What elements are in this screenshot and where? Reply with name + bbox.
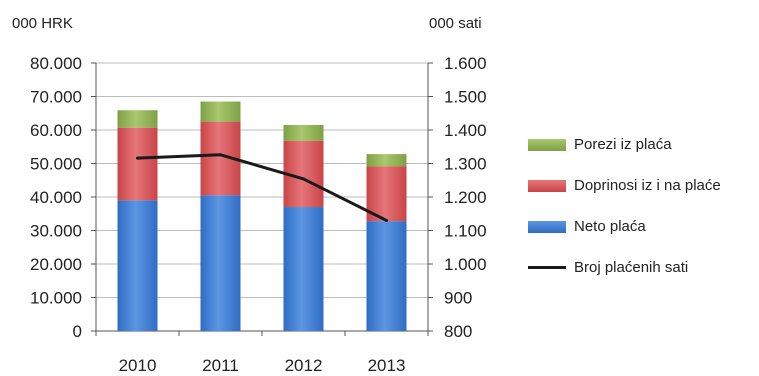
line-broj-placenih-sati	[137, 153, 388, 222]
legend-swatch-porezi	[528, 138, 566, 151]
bar-2010-doprinosi-iz-i-na-pla-e	[117, 127, 158, 201]
x-tick-label: 2011	[202, 356, 239, 375]
right-tick-label: 1.200	[444, 188, 487, 207]
line-series	[136, 153, 388, 222]
x-tick-label: 2010	[119, 356, 157, 375]
right-tick-label: 1.400	[444, 121, 487, 140]
right-tick-label: 1.500	[444, 88, 487, 107]
left-tick-label: 20.000	[30, 255, 82, 274]
bar-2010-porezi-iz-pla-a	[117, 110, 158, 128]
bar-2011-neto-pla-a	[200, 195, 241, 331]
legend-item-doprinosi: Doprinosi iz i na plaće	[528, 165, 721, 206]
x-tick-label: 2013	[368, 356, 406, 375]
legend-label: Broj plaćenih sati	[574, 259, 689, 276]
legend-swatch-neto	[528, 220, 566, 233]
bar-2013-porezi-iz-pla-a	[366, 154, 407, 167]
line-point	[302, 177, 305, 181]
bar-2013-neto-pla-a	[366, 221, 407, 331]
line-point	[219, 153, 222, 157]
left-axis-unit: 000 HRK	[12, 15, 73, 32]
right-axis-unit: 000 sati	[429, 15, 482, 32]
tick-labels: 0 10.000 20.000 30.000 40.000 50.000 60.000 70.…	[30, 54, 487, 375]
right-tick-label: 1.100	[444, 222, 487, 241]
left-tick-label: 0	[73, 322, 82, 341]
right-tick-label: 1.000	[444, 255, 487, 274]
legend-line-sati	[528, 266, 566, 269]
right-tick-label: 900	[444, 289, 472, 308]
legend-label: Neto plaća	[574, 218, 646, 235]
right-tick-label: 1.300	[444, 155, 487, 174]
bar-2013-doprinosi-iz-i-na-pla-e	[366, 166, 407, 222]
right-tick-label: 1.600	[444, 54, 487, 73]
right-tick-label: 800	[444, 322, 472, 341]
line-point	[385, 218, 388, 222]
left-tick-label: 70.000	[30, 88, 82, 107]
legend-item-porezi: Porezi iz plaća	[528, 124, 721, 165]
bar-2010-neto-pla-a	[117, 200, 158, 331]
left-tick-label: 60.000	[30, 121, 82, 140]
left-tick-label: 80.000	[30, 54, 82, 73]
left-tick-label: 10.000	[30, 289, 82, 308]
left-tick-label: 30.000	[30, 222, 82, 241]
bar-2012-neto-pla-a	[283, 207, 324, 331]
legend-item-neto: Neto plaća	[528, 206, 721, 247]
legend: Porezi iz plaća Doprinosi iz i na plaće …	[528, 124, 721, 288]
left-tick-label: 50.000	[30, 155, 82, 174]
legend-label: Porezi iz plaća	[574, 136, 672, 153]
left-tick-label: 40.000	[30, 188, 82, 207]
legend-label: Doprinosi iz i na plaće	[574, 177, 721, 194]
bar-2011-porezi-iz-pla-a	[200, 101, 241, 122]
legend-swatch-doprinosi	[528, 179, 566, 192]
bars	[117, 101, 407, 331]
legend-item-sati: Broj plaćenih sati	[528, 247, 721, 288]
x-tick-label: 2012	[285, 356, 323, 375]
bar-2012-porezi-iz-pla-a	[283, 124, 324, 141]
line-point	[136, 156, 139, 160]
